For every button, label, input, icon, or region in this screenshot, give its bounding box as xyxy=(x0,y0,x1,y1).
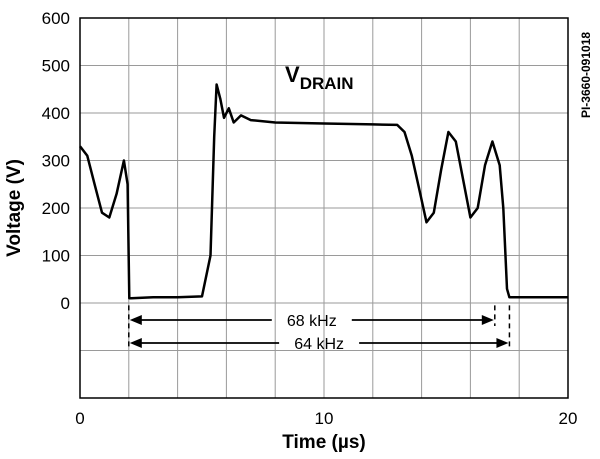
x-tick-label: 0 xyxy=(75,409,84,428)
annotation-label: 68 kHz xyxy=(287,313,337,330)
plot-frame xyxy=(79,17,569,399)
tick-labels: 600 500 400 300 200 100 0 0 10 20 xyxy=(42,9,578,428)
series-label-sub: DRAIN xyxy=(300,74,354,93)
x-axis-title: Time (µs) xyxy=(282,432,365,453)
y-tick-label: 200 xyxy=(42,199,70,218)
x-tick-label: 10 xyxy=(315,409,334,428)
grid-lines xyxy=(80,18,568,398)
y-tick-label: 600 xyxy=(42,9,70,28)
figure-id: PI-3660-091018 xyxy=(579,32,593,118)
arrowhead-left xyxy=(129,315,142,325)
series-label-main: V xyxy=(285,62,300,87)
arrowhead-right xyxy=(481,315,494,325)
arrowhead-right xyxy=(496,338,509,348)
series-layer xyxy=(79,83,568,300)
y-tick-label: 400 xyxy=(42,104,70,123)
series-line-vdrain xyxy=(79,83,568,300)
x-tick-label: 20 xyxy=(559,409,578,428)
y-tick-label: 100 xyxy=(42,247,70,266)
arrowhead-left xyxy=(129,338,142,348)
annotations: 68 kHz 64 kHz xyxy=(128,305,511,353)
y-tick-label: 300 xyxy=(42,152,70,171)
y-axis-title: Voltage (V) xyxy=(4,159,25,257)
annotation-label: 64 kHz xyxy=(294,336,344,353)
series-label-vdrain: VDRAIN xyxy=(285,62,354,93)
y-tick-label: 500 xyxy=(42,57,70,76)
y-tick-label: 0 xyxy=(61,294,70,313)
